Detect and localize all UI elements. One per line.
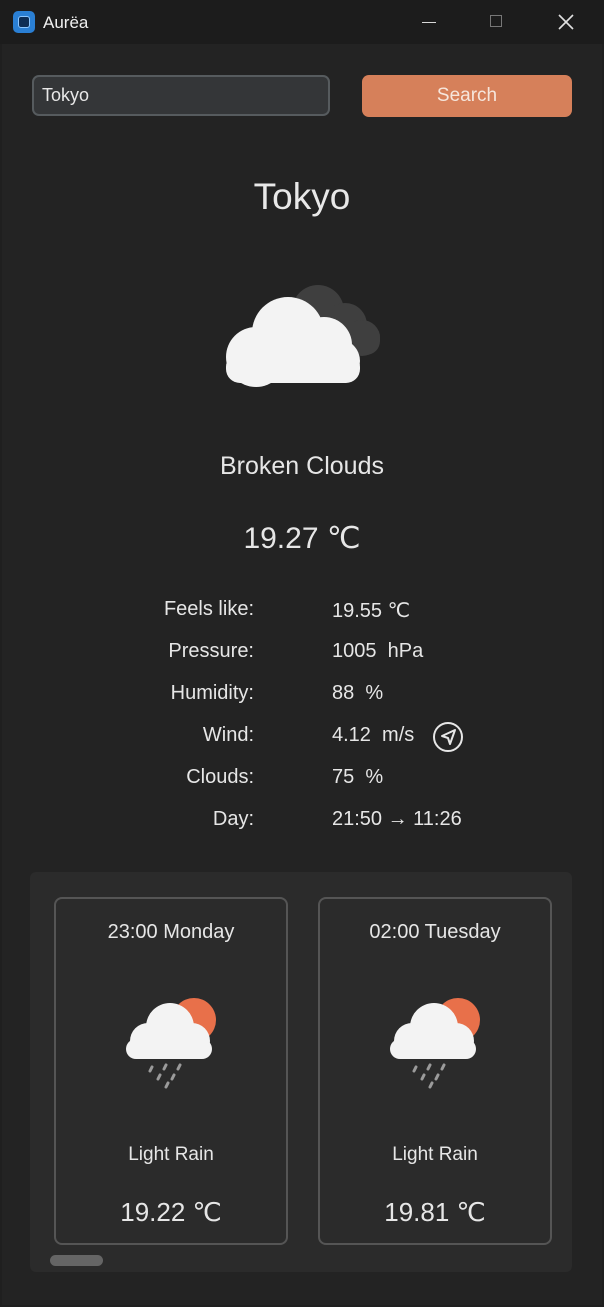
detail-value: 21:50 → 11:26 [332, 808, 462, 830]
detail-label: Clouds: [186, 766, 254, 788]
detail-value: 1005 hPa [332, 640, 424, 662]
forecast-temperature: 19.81 ℃ [384, 1197, 486, 1227]
forecast-card: 23:00 Monday Ligh [54, 897, 288, 1245]
detail-label: Day: [212, 808, 254, 830]
maximize-button[interactable] [463, 0, 533, 44]
app-icon [13, 11, 35, 33]
search-input[interactable] [32, 75, 330, 116]
detail-label: Pressure: [168, 640, 254, 662]
minimize-button[interactable] [394, 0, 464, 44]
detail-row-feels-like: Feels like: 19.55 ℃ [0, 598, 604, 628]
detail-row-pressure: Pressure: 1005 hPa [0, 640, 604, 670]
forecast-description: Light Rain [392, 1144, 478, 1165]
broken-clouds-icon [220, 283, 385, 393]
detail-row-humidity: Humidity: 88 % [0, 682, 604, 712]
detail-value: 4.12 m/s [332, 724, 415, 746]
forecast-card: 02:00 Tuesday Lig [318, 897, 552, 1245]
search-button[interactable]: Search [362, 75, 572, 117]
detail-label: Humidity: [170, 682, 254, 704]
title-bar: Aurëa [0, 0, 604, 44]
forecast-panel: 23:00 Monday Ligh [30, 872, 572, 1272]
window-title: Aurëa [43, 13, 89, 32]
light-rain-sun-icon [122, 995, 222, 1095]
forecast-time: 02:00 Tuesday [369, 921, 501, 943]
current-temperature: 19.27 ℃ [243, 522, 361, 555]
detail-value: 75 % [332, 766, 384, 788]
detail-row-day: Day: 21:50 → 11:26 [0, 808, 604, 838]
horizontal-scrollbar[interactable] [50, 1255, 103, 1266]
detail-label: Feels like: [163, 598, 254, 620]
detail-row-clouds: Clouds: 75 % [0, 766, 604, 796]
light-rain-sun-icon [386, 995, 486, 1095]
forecast-description: Light Rain [128, 1144, 214, 1165]
wind-direction-icon [433, 722, 463, 752]
detail-row-wind: Wind: 4.12 m/s [0, 722, 604, 754]
detail-value: 88 % [332, 682, 384, 704]
forecast-time: 23:00 Monday [107, 921, 235, 943]
close-icon [558, 14, 574, 30]
forecast-temperature: 19.22 ℃ [120, 1197, 222, 1227]
weather-description: Broken Clouds [220, 452, 384, 480]
detail-value: 19.55 ℃ [332, 600, 411, 622]
close-button[interactable] [532, 0, 602, 44]
detail-label: Wind: [202, 724, 254, 746]
city-name: Tokyo [253, 176, 351, 217]
